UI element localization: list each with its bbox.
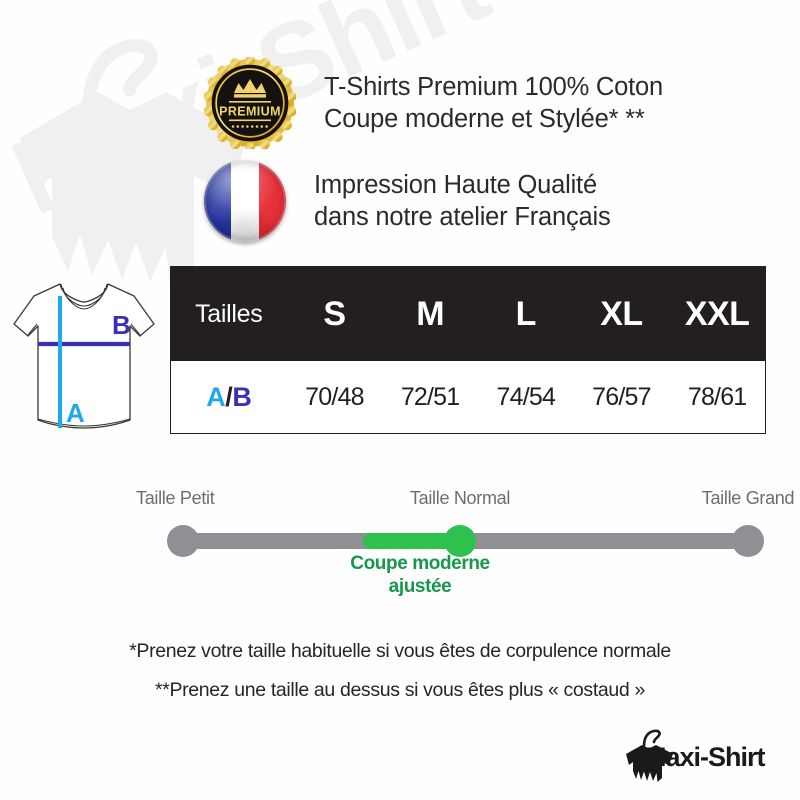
size-table-header-xxl: XXL [684,294,750,333]
row-label-sep: / [225,381,233,412]
size-table-data-row: A/B 70/48 72/51 74/54 76/57 78/61 [171,361,765,433]
size-table-header-xl: XL [600,294,643,333]
sizing-notes: *Prenez votre taille habituelle si vous … [0,640,800,718]
size-table-header-s: S [323,294,346,333]
size-value-s: 70/48 [305,382,364,411]
feature-france-line1: Impression Haute Qualité [314,170,597,199]
feature-premium-cotton: PREMIUM T-Shirts Premium 100% Coton Coup… [203,55,663,153]
tshirt-measurement-diagram: B A [4,272,164,442]
size-table-header-row: Tailles S M L XL XXL [171,267,765,361]
size-table-header-m: M [416,294,445,333]
fit-slider-knob-small[interactable] [167,525,199,557]
size-value-m: 72/51 [400,382,460,411]
fit-label-normal: Taille Normal [409,488,511,508]
row-label-a: A [206,381,226,412]
premium-badge-icon: PREMIUM [203,55,297,153]
size-table-header-tailles: Tailles [195,299,263,328]
fit-caption-line1: Coupe moderne [350,553,490,574]
measure-label-b: B [112,310,131,340]
row-label-b: B [232,381,252,412]
fit-slider[interactable]: Taille Petit Taille Normal Taille Grand … [0,488,800,597]
size-value-xl: 76/57 [592,382,651,411]
fit-slider-labels: Taille Petit Taille Normal Taille Grand [0,488,800,518]
fit-label-large: Taille Grand [701,488,795,508]
size-table: Tailles S M L XL XXL A/B 70/48 72/51 74/… [170,266,766,434]
feature-premium-line1: T-Shirts Premium 100% Coton [324,72,663,101]
size-table-row-label-ab: A/B [171,382,287,413]
fit-slider-caption: Coupe moderne ajustée [350,552,490,598]
note-larger-build: **Prenez une taille au dessus si vous êt… [155,679,645,701]
france-flag-icon [204,160,286,242]
size-value-xxl: 78/61 [687,382,747,411]
measure-label-a: A [66,398,85,428]
size-table-header-l: L [515,294,537,333]
logo-shirt-icon [626,729,673,782]
feature-france-text: Impression Haute Qualité dans notre atel… [314,169,611,234]
fit-slider-track-fill [363,533,460,549]
note-normal-build: *Prenez votre taille habituelle si vous … [129,640,671,662]
fit-caption-line2: ajustée [388,576,452,598]
feature-france-line2: dans notre atelier Français [314,203,611,231]
feature-premium-line2: Coupe moderne et Stylée* ** [324,105,645,133]
feature-premium-text: T-Shirts Premium 100% Coton Coupe modern… [324,71,663,136]
footer-brand-logo: Maxi-Shirt [618,728,766,786]
logo-brand-text: Maxi-Shirt [644,742,766,772]
fit-label-small: Taille Petit [136,488,215,508]
size-value-l: 74/54 [496,382,556,411]
svg-text:PREMIUM: PREMIUM [219,105,281,119]
feature-french-printing: Impression Haute Qualité dans notre atel… [204,160,611,242]
flag-gloss-overlay [204,160,286,242]
fit-slider-track-wrap[interactable] [0,518,800,564]
fit-slider-knob-active[interactable] [444,525,476,557]
fit-slider-knob-large[interactable] [732,525,764,557]
